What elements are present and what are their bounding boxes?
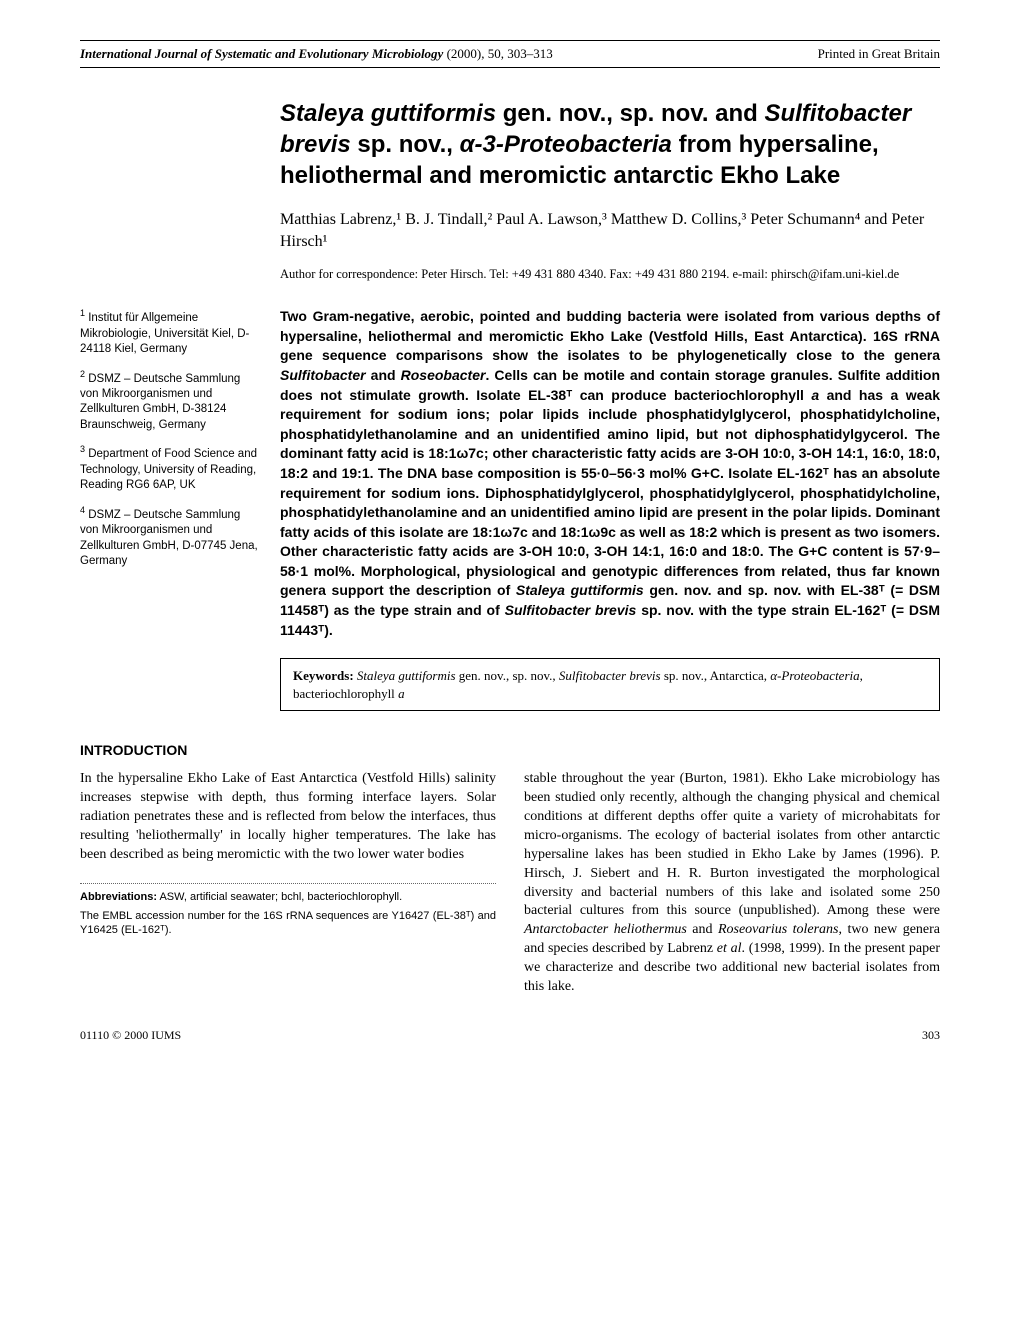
correspondence: Author for correspondence: Peter Hirsch.… [280, 266, 940, 283]
page-footer: 01110 © 2000 IUMS 303 [80, 1027, 940, 1043]
right-i2: Roseovarius tolerans [718, 922, 839, 937]
right-i3: et al [717, 941, 742, 956]
title-italic-1: Staleya guttiformis [280, 100, 496, 127]
aff-text-2: DSMZ – Deutsche Sammlung von Mikroorgani… [80, 372, 240, 431]
footnote-divider [80, 883, 496, 884]
aff-text-4: DSMZ – Deutsche Sammlung von Mikroorgani… [80, 509, 258, 568]
affiliation-1: 1 Institut für Allgemeine Mikrobiologie,… [80, 307, 262, 357]
aff-num-1: 1 [80, 308, 85, 318]
abbr-label: Abbreviations: [80, 891, 157, 903]
title-italic-3: α-3-Proteobacteria [460, 131, 672, 158]
footnote-embl: The EMBL accession number for the 16S rR… [80, 909, 496, 939]
abstract-i1: Sulfitobacter [280, 367, 366, 383]
mid-section: 1 Institut für Allgemeine Mikrobiologie,… [80, 307, 940, 640]
printed-in: Printed in Great Britain [818, 45, 940, 63]
aff-num-4: 4 [80, 505, 85, 515]
aff-num-3: 3 [80, 444, 85, 454]
abstract: Two Gram-negative, aerobic, pointed and … [280, 307, 940, 640]
abstract-p4: and has a weak requirement for sodium io… [280, 387, 940, 599]
kw-i2: Sulfitobacter brevis [559, 668, 661, 683]
kw-t2: sp. nov., Antarctica, [661, 668, 771, 683]
journal-title: International Journal of Systematic and … [80, 46, 443, 61]
keywords-box: Keywords: Staleya guttiformis gen. nov.,… [280, 658, 940, 711]
right-column: stable throughout the year (Burton, 1981… [524, 770, 940, 997]
footnote-abbr: Abbreviations: ASW, artificial seawater;… [80, 890, 496, 905]
right-p1: stable throughout the year (Burton, 1981… [524, 771, 940, 918]
abstract-p1: Two Gram-negative, aerobic, pointed and … [280, 308, 940, 363]
authors: Matthias Labrenz,¹ B. J. Tindall,² Paul … [280, 209, 940, 252]
journal-year-pages: (2000), 50, 303–313 [447, 46, 553, 61]
footer-left: 01110 © 2000 IUMS [80, 1027, 181, 1043]
keywords-label: Keywords: [293, 668, 357, 683]
title-text-1: gen. nov., sp. nov. and [496, 100, 764, 127]
abstract-i2: Roseobacter [401, 367, 486, 383]
abstract-i5: Sulfitobacter brevis [505, 602, 637, 618]
kw-i3: α-Proteobacteria [770, 668, 859, 683]
aff-text-3: Department of Food Science and Technolog… [80, 448, 257, 491]
aff-text-1: Institut für Allgemeine Mikrobiologie, U… [80, 312, 249, 355]
article-title: Staleya guttiformis gen. nov., sp. nov. … [280, 98, 940, 192]
affiliation-3: 3 Department of Food Science and Technol… [80, 443, 262, 493]
left-column: In the hypersaline Ekho Lake of East Ant… [80, 770, 496, 997]
footer-right: 303 [922, 1027, 940, 1043]
intro-left: In the hypersaline Ekho Lake of East Ant… [80, 770, 496, 864]
introduction-heading: INTRODUCTION [80, 741, 940, 760]
aff-num-2: 2 [80, 369, 85, 379]
body-columns: In the hypersaline Ekho Lake of East Ant… [80, 770, 940, 997]
journal-header: International Journal of Systematic and … [80, 40, 940, 68]
intro-right: stable throughout the year (Burton, 1981… [524, 770, 940, 997]
affiliation-2: 2 DSMZ – Deutsche Sammlung von Mikroorga… [80, 368, 262, 434]
abstract-i4: Staleya guttiformis [516, 582, 644, 598]
abbr-text: ASW, artificial seawater; bchl, bacterio… [157, 891, 402, 903]
title-text-2: sp. nov., [351, 131, 460, 158]
journal-name: International Journal of Systematic and … [80, 45, 553, 63]
abstract-i3: a [811, 387, 819, 403]
abstract-p2: and [366, 367, 401, 383]
affiliations: 1 Institut für Allgemeine Mikrobiologie,… [80, 307, 262, 640]
kw-i4: a [398, 686, 405, 701]
right-i1: Antarctobacter heliothermus [524, 922, 687, 937]
kw-t1: gen. nov., sp. nov., [456, 668, 559, 683]
right-p2: and [687, 922, 718, 937]
affiliation-4: 4 DSMZ – Deutsche Sammlung von Mikroorga… [80, 504, 262, 570]
kw-i1: Staleya guttiformis [357, 668, 456, 683]
